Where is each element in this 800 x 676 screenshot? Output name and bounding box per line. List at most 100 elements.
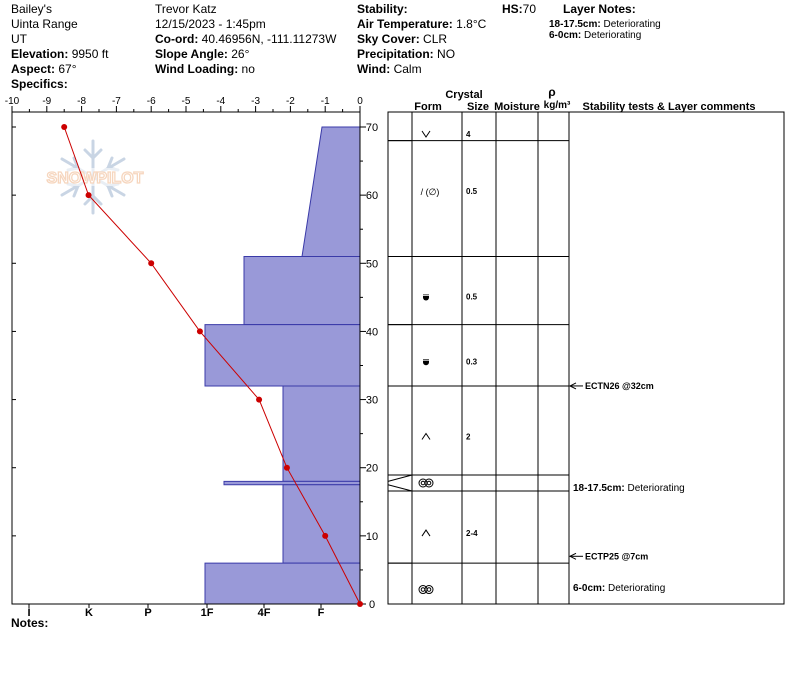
comments-header: Stability tests & Layer comments [582,101,755,113]
temperature-point [61,124,68,130]
layer-comment: 18-17.5cm: Deteriorating [573,483,685,494]
hardness-axis: I K P 1F 4F F [27,604,325,619]
table-rows: 4 / (∅) 0.5 0.5 0.3 2 2-4 [387,130,569,595]
precip-label: Precipitation: [357,47,434,61]
coord-row: Co-ord: 40.46956N, -111.11273W [155,32,336,47]
moisture-header: Moisture [494,101,540,113]
form-header: Form [414,101,442,113]
stability-tests: ECTN26 @32cm ECTP25 @7cm 18-17.5cm: Deteri… [568,381,685,594]
layer-notes-title: Layer Notes: [563,2,636,16]
hardness-tick-label: I [27,607,30,619]
temperature-point [283,464,290,471]
sky-value: CLR [423,32,448,46]
crystal-size-label: 2 [466,432,471,441]
precip-value: NO [437,47,456,61]
height-tick-label: 20 [366,463,378,475]
layer-comment: 6-0cm: Deteriorating [573,583,665,594]
logo-backdrop [36,168,154,186]
stability-test-label: ECTN26 @32cm [585,381,654,391]
wind-value: Calm [393,62,422,76]
temperature-point [357,601,363,607]
state-name: UT [11,32,27,46]
hardness-layer-bar [204,562,361,605]
crystal-form-symbol [423,359,429,366]
temp-tick-label: -4 [216,96,225,107]
slope-row: Slope Angle: 26° [155,47,336,62]
hs-label: HS: [502,2,523,16]
crystal-form-symbol [421,529,431,537]
aspect-row: Aspect: 67° [11,62,108,77]
temp-tick-label: -7 [112,96,121,107]
header-weather-block: Stability: Air Temperature: 1.8°C Sky Co… [357,2,486,77]
header-location-block: Bailey's Uinta Range UT Elevation: 9950 … [11,2,108,92]
elevation-label: Elevation: [11,47,69,61]
coord-value: 40.46956N, -111.11273W [201,32,337,46]
temperature-point [256,396,263,403]
hardness-tick-label: P [144,607,151,619]
temp-tick-label: -5 [182,96,191,107]
header-observer-block: Trevor Katz 12/15/2023 - 1:45pm Co-ord: … [155,2,336,77]
layer-comment-range: 18-17.5cm: [573,483,625,494]
crystal-size-label: 0.5 [466,293,478,302]
watermark-text: SNOWPILOT [47,170,144,187]
crystal-form-symbol [420,480,426,486]
air-temp-label: Air Temperature: [357,17,453,31]
layer-notes-list: 18-17.5cm: Deteriorating 6-0cm: Deterior… [549,19,661,41]
observation-datetime: 12/15/2023 - 1:45pm [155,17,266,31]
hardness-layer-bar [301,126,361,257]
elevation-row: Elevation: 9950 ft [11,47,108,62]
size-header: Size [467,101,489,113]
crystal-form-symbol: / (∅) [421,187,440,197]
temperature-point [196,328,203,335]
slope-value: 26° [231,47,250,61]
height-tick-label: 50 [366,258,378,270]
hardness-tick-label: F [318,607,325,619]
crystal-form-symbol [423,294,429,301]
wind-row: Wind: Calm [357,62,486,77]
layer-connector [387,474,413,482]
crystal-size-label: 2-4 [466,529,478,538]
crystal-form-symbol [424,585,434,595]
sky-label: Sky Cover: [357,32,420,46]
layer-comment-text: Deteriorating [625,483,685,494]
stability-row: Stability: [357,2,486,17]
density-unit-header: kg/m³ [544,100,571,111]
crystal-form-symbol [421,130,431,138]
elevation-value: 9950 ft [71,47,109,61]
temp-tick-label: -9 [42,96,51,107]
crystal-form-symbol [421,432,431,440]
hardness-layer-bar [204,324,361,387]
temp-tick-label: -1 [321,96,330,107]
height-tick-label: 0 [369,599,375,611]
hardness-profile [204,126,361,605]
temp-tick-label: -6 [147,96,156,107]
temp-tick-label: -3 [251,96,260,107]
temp-tick-label: -2 [286,96,295,107]
crystal-size-label: 0.5 [466,187,478,196]
wind-loading-value: no [241,62,255,76]
hs-row: HS:70 [502,2,536,17]
specifics-row: Specifics: [11,77,108,92]
wind-loading-row: Wind Loading: no [155,62,336,77]
precip-row: Precipitation: NO [357,47,486,62]
hardness-tick-label: 1F [201,607,214,619]
hardness-layer-bar [282,385,361,482]
height-axis: 0 10 20 30 40 50 60 70 [12,122,378,611]
location-name: Bailey's [11,2,52,16]
snowflake-icon [60,139,126,215]
rho-header: ρ [548,85,555,99]
wind-label: Wind: [357,62,391,76]
hardness-tick-label: 4F [258,607,271,619]
coord-label: Co-ord: [155,32,199,46]
sky-row: Sky Cover: CLR [357,32,486,47]
stability-label: Stability: [357,2,408,16]
specifics-label: Specifics: [11,77,68,91]
crystal-form-symbol [426,587,432,592]
crystal-form-symbol [420,587,426,592]
temperature-axis: -10 -9 -8 -7 -6 -5 -4 -3 -2 -1 0 [5,96,363,112]
air-temp-value: 1.8°C [456,17,487,31]
test-arrow-head [568,552,577,560]
layer-connector [387,484,413,492]
air-temp-row: Air Temperature: 1.8°C [357,17,486,32]
